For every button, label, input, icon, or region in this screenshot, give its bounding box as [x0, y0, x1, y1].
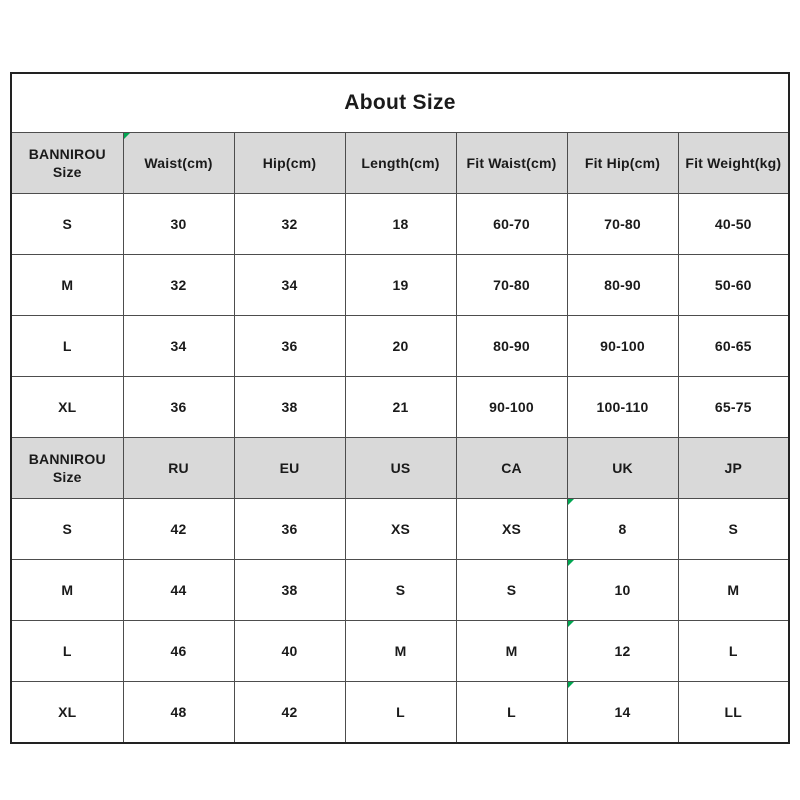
data-cell: 14 [566, 681, 679, 744]
data-cell: M [455, 620, 568, 682]
header-cell: Fit Hip(cm) [566, 132, 679, 194]
header-cell: EU [233, 437, 346, 499]
table-row: M 32 34 19 70-80 80-90 50-60 [10, 254, 790, 316]
cell-corner-marker-icon [123, 133, 130, 139]
table-row: S 42 36 XS XS 8 S [10, 498, 790, 560]
header-cell: JP [677, 437, 790, 499]
table-row: L 34 36 20 80-90 90-100 60-65 [10, 315, 790, 377]
table-row: XL 48 42 L L 14 LL [10, 681, 790, 744]
data-cell: 40-50 [677, 193, 790, 255]
data-cell: 42 [122, 498, 235, 560]
data-cell: S [10, 193, 124, 255]
data-cell: 21 [344, 376, 457, 438]
data-cell: XL [10, 681, 124, 744]
data-cell: 38 [233, 559, 346, 621]
data-cell: 90-100 [455, 376, 568, 438]
data-cell: S [344, 559, 457, 621]
header-cell: Hip(cm) [233, 132, 346, 194]
data-cell: 40 [233, 620, 346, 682]
data-cell: 44 [122, 559, 235, 621]
header-cell: Waist(cm) [122, 132, 235, 194]
data-cell: 60-70 [455, 193, 568, 255]
data-cell: XS [344, 498, 457, 560]
data-cell: 36 [122, 376, 235, 438]
size-table: About Size BANNIROU Size Waist(cm) Hip(cm)… [10, 72, 791, 744]
data-cell: M [10, 559, 124, 621]
data-cell: 60-65 [677, 315, 790, 377]
data-cell: 36 [233, 498, 346, 560]
data-cell: 42 [233, 681, 346, 744]
data-cell: 90-100 [566, 315, 679, 377]
data-cell: 70-80 [455, 254, 568, 316]
cell-corner-marker-icon [567, 499, 574, 505]
data-cell: 8 [566, 498, 679, 560]
data-cell: M [344, 620, 457, 682]
header-cell: Fit Weight(kg) [677, 132, 790, 194]
data-cell: 100-110 [566, 376, 679, 438]
data-cell: L [455, 681, 568, 744]
data-cell: 19 [344, 254, 457, 316]
data-cell: 36 [233, 315, 346, 377]
data-cell: XS [455, 498, 568, 560]
data-cell: 80-90 [566, 254, 679, 316]
data-cell: XL [10, 376, 124, 438]
table-row: M 44 38 S S 10 M [10, 559, 790, 621]
header-cell: CA [455, 437, 568, 499]
data-cell: 34 [233, 254, 346, 316]
data-cell: 32 [122, 254, 235, 316]
page-title: About Size [10, 72, 790, 133]
header-cell: US [344, 437, 457, 499]
data-cell: 65-75 [677, 376, 790, 438]
header-row: BANNIROU Size RU EU US CA UK JP [10, 437, 790, 499]
data-cell: 46 [122, 620, 235, 682]
table-row: S 30 32 18 60-70 70-80 40-50 [10, 193, 790, 255]
data-cell: M [10, 254, 124, 316]
data-cell: M [677, 559, 790, 621]
header-cell: RU [122, 437, 235, 499]
data-cell: 18 [344, 193, 457, 255]
header-cell: Length(cm) [344, 132, 457, 194]
header-cell: UK [566, 437, 679, 499]
data-cell: L [10, 315, 124, 377]
cell-corner-marker-icon [567, 621, 574, 627]
data-cell: 32 [233, 193, 346, 255]
data-cell: S [10, 498, 124, 560]
table-row: XL 36 38 21 90-100 100-110 65-75 [10, 376, 790, 438]
header-row: BANNIROU Size Waist(cm) Hip(cm) Length(cm) F… [10, 132, 790, 194]
data-cell: 38 [233, 376, 346, 438]
header-cell: BANNIROU Size [10, 132, 124, 194]
data-cell: 70-80 [566, 193, 679, 255]
data-cell: 12 [566, 620, 679, 682]
data-cell: 80-90 [455, 315, 568, 377]
data-cell: LL [677, 681, 790, 744]
size-table-body: About Size BANNIROU Size Waist(cm) Hip(cm)… [10, 72, 790, 744]
data-cell: 10 [566, 559, 679, 621]
data-cell: 20 [344, 315, 457, 377]
cell-corner-marker-icon [567, 682, 574, 688]
data-cell: 50-60 [677, 254, 790, 316]
data-cell: 48 [122, 681, 235, 744]
data-cell: L [344, 681, 457, 744]
table-row: L 46 40 M M 12 L [10, 620, 790, 682]
cell-corner-marker-icon [567, 560, 574, 566]
header-cell: BANNIROU Size [10, 437, 124, 499]
header-cell: Fit Waist(cm) [455, 132, 568, 194]
data-cell: S [455, 559, 568, 621]
title-row: About Size [10, 72, 790, 133]
data-cell: 34 [122, 315, 235, 377]
data-cell: S [677, 498, 790, 560]
data-cell: L [677, 620, 790, 682]
data-cell: 30 [122, 193, 235, 255]
data-cell: L [10, 620, 124, 682]
